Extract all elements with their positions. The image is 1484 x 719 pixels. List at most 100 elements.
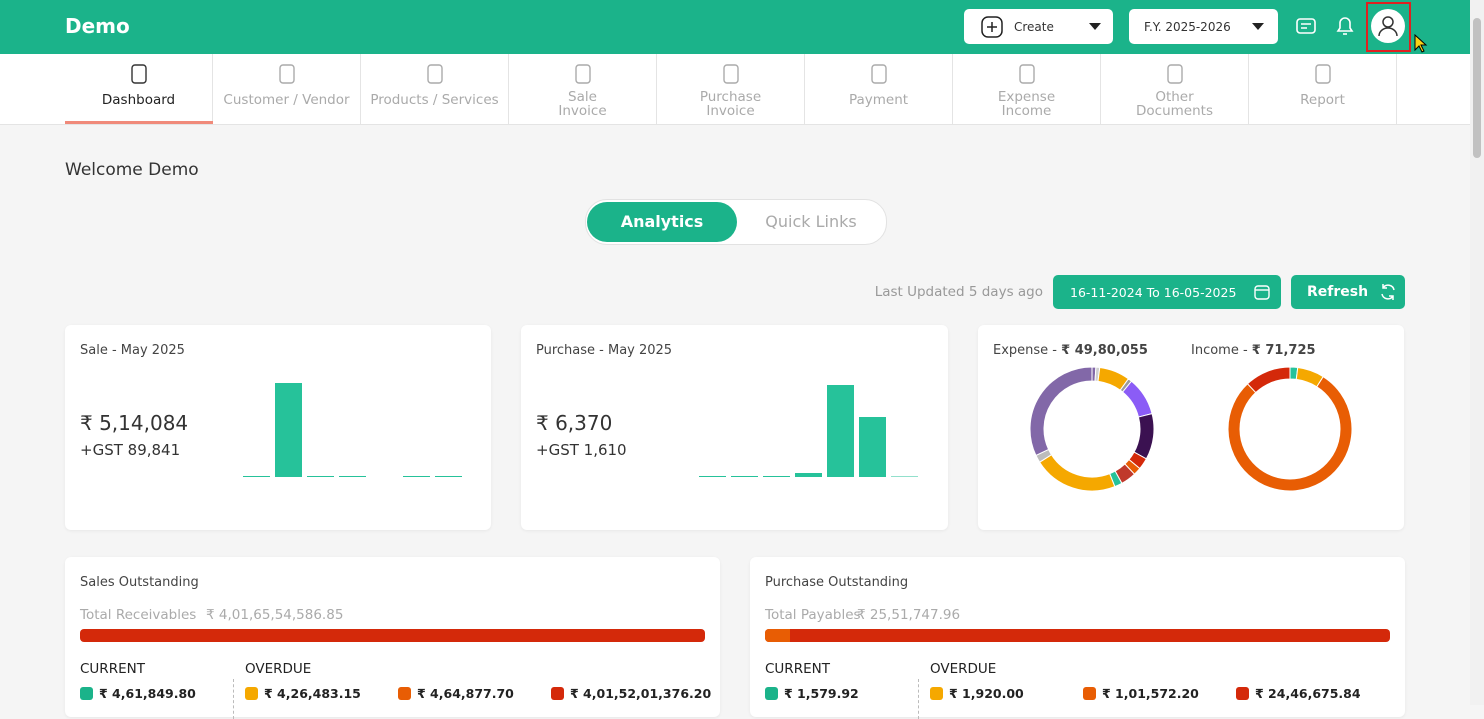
tab-icon (278, 64, 295, 84)
bucket-value: ₹ 4,61,849.80 (99, 686, 196, 701)
sale-card: Sale - May 2025 ₹ 5,14,084 +GST 89,841 (65, 325, 491, 530)
caret (1252, 22, 1264, 30)
tab-label: Expense Income (953, 90, 1100, 118)
income-title: Income - ₹ 71,725 (1191, 343, 1316, 358)
bucket: ₹ 4,26,483.15 (245, 686, 361, 701)
bucket: ₹ 4,01,52,01,376.20 (551, 686, 711, 701)
nav-tab[interactable]: Products / Services (361, 54, 509, 124)
nav-tab[interactable]: Expense Income (953, 54, 1101, 124)
bar (307, 476, 334, 477)
purchase-bars (699, 385, 918, 477)
tab-icon (1018, 64, 1035, 84)
divider (233, 679, 234, 719)
nav-tab[interactable]: Dashboard (65, 54, 213, 124)
tab-line: Documents (1136, 103, 1213, 119)
date-range[interactable]: 16-11-2024 To 16-05-2025 (1053, 275, 1281, 309)
toggle-analytics[interactable]: Analytics (587, 202, 737, 242)
last-updated: Last Updated 5 days ago (874, 284, 1043, 300)
progress-bar (765, 629, 1390, 642)
highlight-box (1366, 2, 1411, 52)
active-underline (65, 121, 213, 124)
progress-bar (80, 629, 705, 642)
bucket-value: ₹ 1,01,572.20 (1102, 686, 1199, 701)
card-title: Sales Outstanding (80, 575, 199, 590)
tab-line: Invoice (558, 103, 607, 119)
refresh-label: Refresh (1307, 284, 1369, 300)
nav-tab[interactable]: Report (1249, 54, 1397, 124)
bar (731, 476, 758, 477)
tab-line: Dashboard (101, 92, 176, 108)
divider (918, 679, 919, 719)
tab-line: Other (1155, 89, 1194, 105)
tab-line: Payment (848, 92, 909, 108)
purchase-card: Purchase - May 2025 ₹ 6,370 +GST 1,610 (521, 325, 948, 530)
tab-label: Report (1249, 93, 1396, 107)
bar (859, 417, 886, 477)
welcome: Welcome Demo (65, 160, 199, 180)
tab-icon (1314, 64, 1331, 84)
nav-tab[interactable]: Purchase Invoice (657, 54, 805, 124)
icon-shape (870, 64, 887, 84)
card-title: Purchase - May 2025 (536, 343, 673, 358)
bucket-swatch (80, 687, 93, 700)
bucket: ₹ 24,46,675.84 (1236, 686, 1361, 701)
tab-label: Other Documents (1101, 90, 1248, 118)
bar (891, 476, 918, 477)
nav-tab[interactable]: Payment (805, 54, 953, 124)
bucket: ₹ 1,01,572.20 (1083, 686, 1199, 701)
tab-line: Customer / Vendor (223, 92, 350, 108)
bar (763, 476, 790, 477)
donut-segment (1029, 366, 1093, 457)
bell-icon[interactable] (1333, 13, 1357, 39)
amount: ₹ 6,370 (536, 411, 613, 435)
current-label: CURRENT (80, 661, 145, 677)
icon-shape (1166, 64, 1183, 84)
refresh-button[interactable]: Refresh (1291, 275, 1405, 309)
toggle-quick-links[interactable]: Quick Links (765, 212, 857, 231)
donuts (1029, 366, 1353, 492)
create-label: Create (1014, 19, 1054, 34)
icon-shape (278, 64, 295, 84)
icon-shape (574, 64, 591, 84)
bar (699, 476, 726, 477)
bucket-value: ₹ 24,46,675.84 (1255, 686, 1361, 701)
message-icon[interactable] (1294, 14, 1318, 38)
avatar[interactable] (1370, 8, 1406, 44)
brand: Demo (65, 14, 130, 38)
plus-icon (981, 15, 1003, 38)
nav-bar (0, 54, 1470, 125)
icon-shape (1314, 64, 1331, 84)
icon-shape (426, 64, 443, 84)
total-label: Total Receivables (80, 607, 197, 623)
overdue-label: OVERDUE (930, 661, 997, 677)
scrollbar (1470, 0, 1484, 705)
card-title: Sale - May 2025 (80, 343, 185, 358)
tab-icon (870, 64, 887, 84)
bucket-swatch (245, 687, 258, 700)
bar (243, 476, 270, 477)
create-button[interactable]: Create (964, 9, 1113, 44)
bucket: ₹ 1,579.92 (765, 686, 859, 701)
total-value: ₹ 4,01,65,54,586.85 (206, 607, 344, 623)
tab-icon (426, 64, 443, 84)
expense-amount: ₹ 49,80,055 (1061, 343, 1148, 358)
tab-label: Purchase Invoice (657, 90, 804, 118)
donut-segment (1121, 380, 1153, 418)
donut-segment (1227, 375, 1353, 492)
tab-label: Dashboard (65, 93, 212, 107)
bucket-value: ₹ 1,579.92 (784, 686, 859, 701)
fy-select[interactable]: F.Y. 2025-2026 (1129, 9, 1278, 44)
bar (403, 476, 430, 477)
donut-segment (1133, 412, 1155, 460)
expense-title: Expense - ₹ 49,80,055 (993, 343, 1148, 358)
tab-icon (130, 64, 147, 84)
gst: +GST 89,841 (80, 441, 181, 459)
nav-tab[interactable]: Customer / Vendor (213, 54, 361, 124)
tab-icon (1166, 64, 1183, 84)
nav-tab[interactable]: Other Documents (1101, 54, 1249, 124)
date-range-label: 16-11-2024 To 16-05-2025 (1070, 284, 1237, 300)
current-label: CURRENT (765, 661, 830, 677)
nav-tab[interactable]: Sale Invoice (509, 54, 657, 124)
total-value: ₹ 25,51,747.96 (857, 607, 961, 623)
tab-line: Report (1300, 92, 1345, 108)
